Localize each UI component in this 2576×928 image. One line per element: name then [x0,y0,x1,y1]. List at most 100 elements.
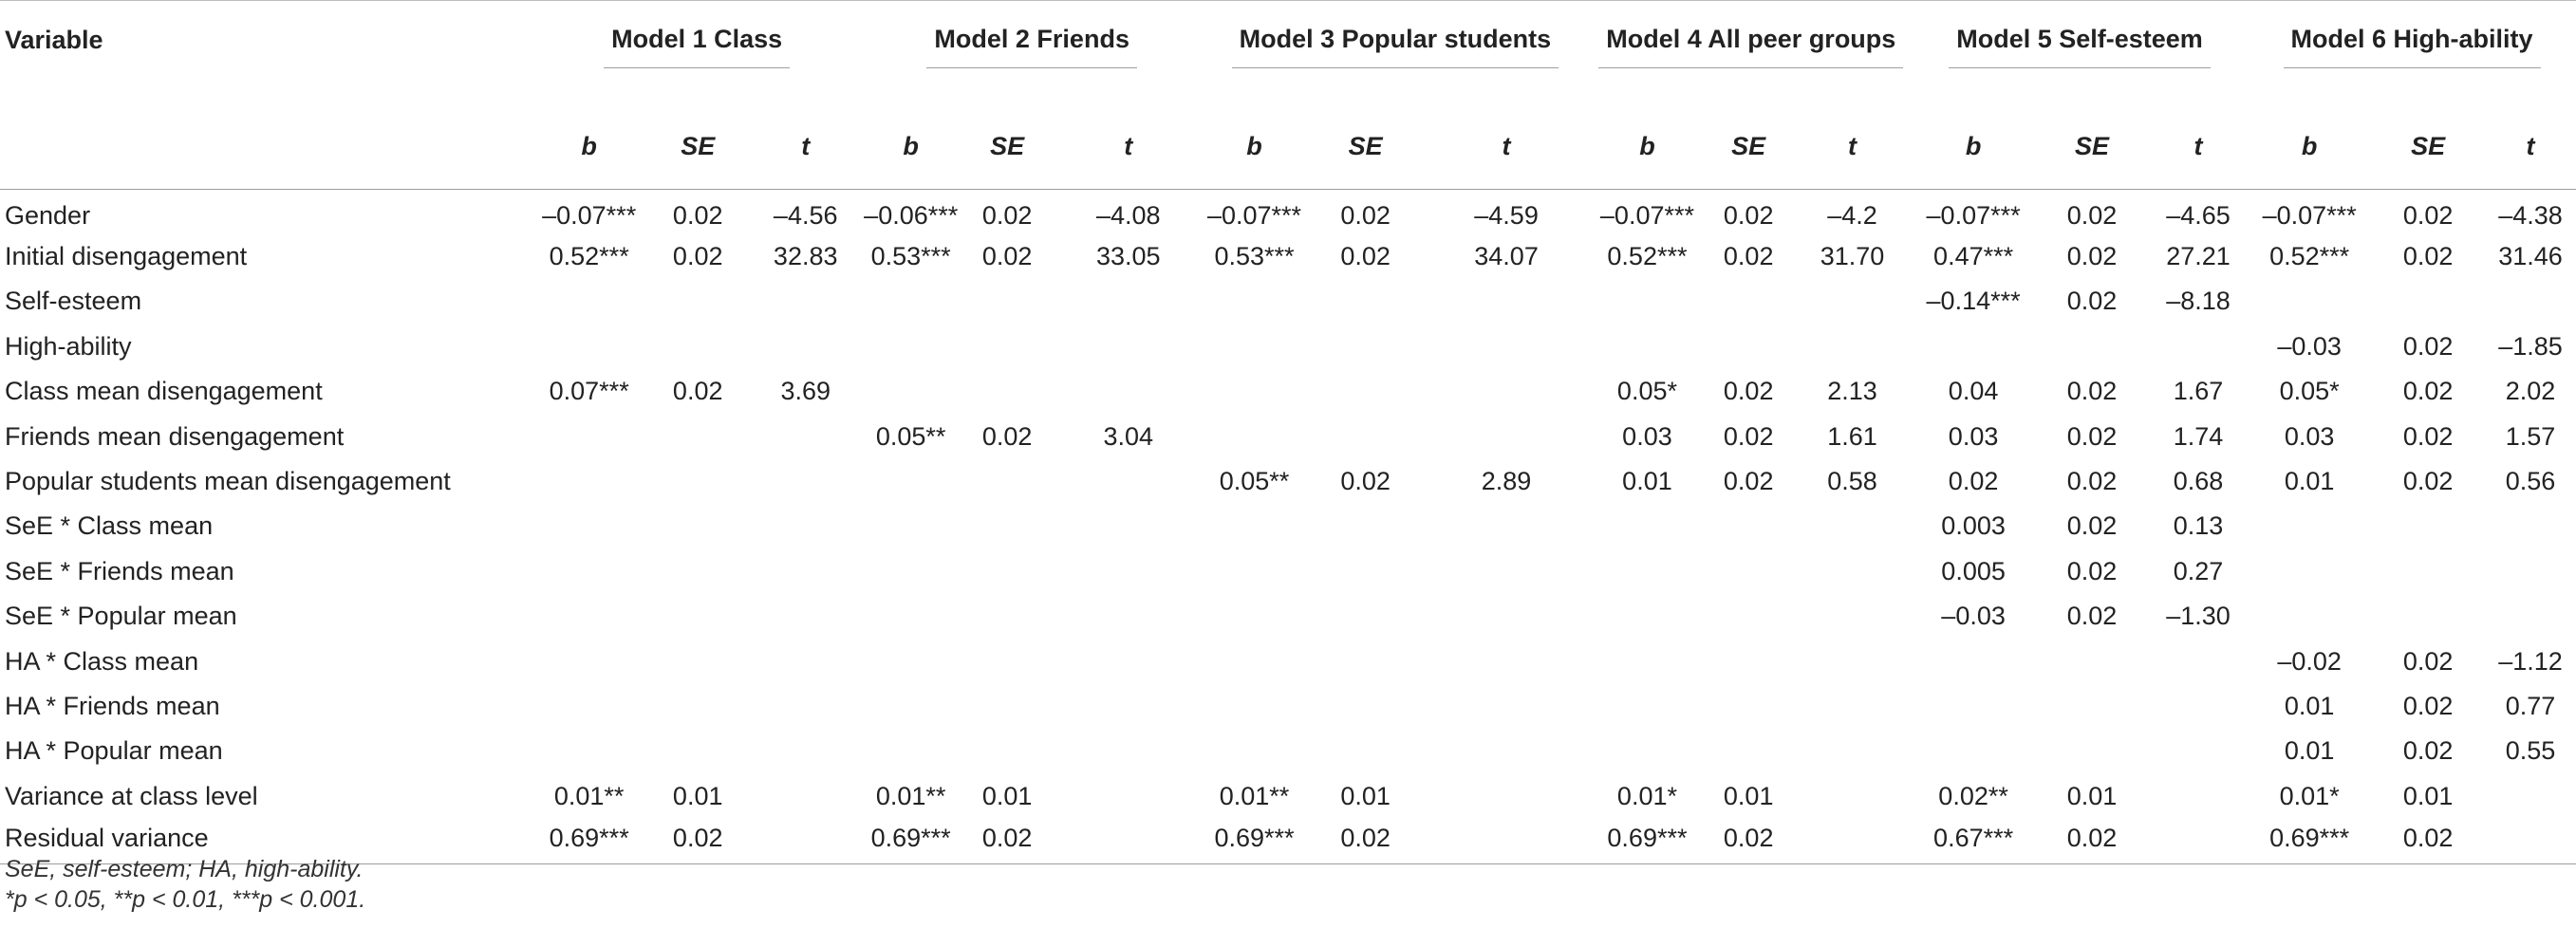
cell-model2-b [864,729,958,773]
cell-model6-t: 1.57 [2505,421,2556,451]
cell-model2-t [1056,504,1200,548]
cell-model3-t [1423,369,1591,414]
cell-model6-se: 0.02 [2402,736,2454,766]
cell-model3-se: 0.01 [1340,781,1391,810]
cell-model6-se [2371,504,2485,548]
cell-model1-t [747,325,864,369]
cell-model5-t [2149,325,2248,369]
cell-model6-se: 0.02 [2402,377,2454,406]
cell-model6-se: 0.02 [2402,242,2454,271]
cell-model1-b [530,504,648,548]
cell-model4-b [1591,279,1705,324]
cell-model2-se: 0.01 [981,781,1033,810]
cell-model2-t [1056,639,1200,683]
table-row: HA * Class mean –0.02 0.02 –1.12 [0,639,2576,683]
cell-model6-se: 0.02 [2402,421,2454,451]
cell-model3-se [1309,414,1423,458]
stat-header-t: t [747,103,865,190]
cell-model5-se: 0.02 [2066,556,2118,585]
cell-model1-se [648,279,747,324]
table-row: SeE * Popular mean –0.03 0.02 –1.30 [0,594,2576,639]
cell-model6-t: 31.46 [2498,242,2563,271]
model-title: Model 2 Friends [926,25,1137,68]
cell-model1-t [747,549,864,594]
cell-model2-se: 0.02 [981,242,1033,271]
cell-model6-se: 0.02 [2402,691,2454,720]
cell-model5-t: –4.65 [2166,200,2231,230]
cell-model5-b: 0.005 [1941,556,2006,585]
cell-model5-se: 0.02 [2066,421,2118,451]
stat-header-se: SE [648,103,748,190]
cell-model4-se: 0.02 [1704,818,1794,864]
row-label-ha-friends-mean: HA * Friends mean [5,691,220,720]
model-header-3: Model 3 Popular students [1200,0,1591,103]
cell-model2-b [864,549,958,594]
cell-model2-se [958,684,1056,729]
cell-model1-b [530,729,648,773]
cell-model4-b: 0.03 [1622,421,1672,451]
row-label-friends-mean-disengagement: Friends mean disengagement [5,421,345,451]
cell-model4-b: 0.01* [1616,781,1677,810]
table-row: High-ability –0.03 0.02 –1.85 [0,325,2576,369]
cell-model6-b: 0.05* [2279,377,2340,406]
cell-model4-se [1704,594,1793,639]
table-row: Class mean disengagement 0.07*** 0.02 3.69 0… [0,369,2576,414]
cell-model3-t [1423,639,1591,683]
cell-model3-b [1200,549,1309,594]
cell-model2-t [1056,279,1200,324]
cell-model3-t [1423,684,1591,729]
cell-model2-b [864,279,958,324]
cell-model3-b: 0.69*** [1200,818,1309,864]
cell-model1-t [747,639,864,683]
model-header-6: Model 6 High-ability [2248,0,2576,103]
cell-model1-se [648,684,747,729]
cell-model1-se: 0.01 [672,781,723,810]
cell-model3-t: 2.89 [1481,467,1532,496]
cell-model1-se: 0.02 [672,242,723,271]
cell-model1-t [747,414,864,458]
cell-model3-b: 0.05** [1219,467,1290,496]
cell-model5-t [2148,818,2249,864]
table-row: Popular students mean disengagement 0.05*… [0,459,2576,504]
cell-model4-se [1704,729,1793,773]
cell-model2-se [958,549,1056,594]
cell-model4-b [1591,594,1705,639]
cell-model5-se: 0.02 [2066,602,2118,631]
cell-model2-b: 0.53*** [870,242,951,271]
model-header-5: Model 5 Self-esteem [1912,0,2249,103]
cell-model6-b [2248,279,2371,324]
row-label-self-esteem: Self-esteem [5,287,142,316]
table-row: Initial disengagement 0.52*** 0.02 32.83 0.5… [0,234,2576,279]
cell-model3-b [1200,594,1309,639]
cell-model3-b: –0.07*** [1206,200,1302,230]
cell-model5-b [1912,729,2035,773]
stat-header-b: b [1912,103,2036,190]
row-label-ha-class-mean: HA * Class mean [5,646,199,676]
cell-model1-se [648,459,747,504]
cell-model3-b: 0.01** [1219,781,1290,810]
cell-model6-t [2485,594,2576,639]
cell-model5-b: 0.003 [1941,511,2006,541]
stat-header-se: SE [2035,103,2149,190]
cell-model3-b [1200,325,1309,369]
cell-model1-b: 0.07*** [549,377,629,406]
stat-header-se: SE [2371,103,2485,190]
cell-model6-se [2371,279,2485,324]
cell-model4-t: 0.58 [1827,467,1877,496]
cell-model2-t [1056,729,1200,773]
cell-model4-t [1793,594,1912,639]
cell-model5-b: 0.67*** [1912,818,2036,864]
cell-model1-b: 0.69*** [530,818,649,864]
stat-header-se: SE [1308,103,1423,190]
cell-model5-t: 0.13 [2173,511,2224,541]
cell-model3-t: 34.07 [1474,242,1539,271]
cell-model6-b [2248,594,2371,639]
cell-model1-t [747,818,865,864]
cell-model5-b: –0.07*** [1926,200,2021,230]
cell-model2-t: 33.05 [1095,242,1161,271]
row-label-see-popular-mean: SeE * Popular mean [5,602,237,631]
cell-model1-t [747,504,864,548]
cell-model1-se: 0.02 [672,377,723,406]
model-header-2: Model 2 Friends [864,0,1201,103]
